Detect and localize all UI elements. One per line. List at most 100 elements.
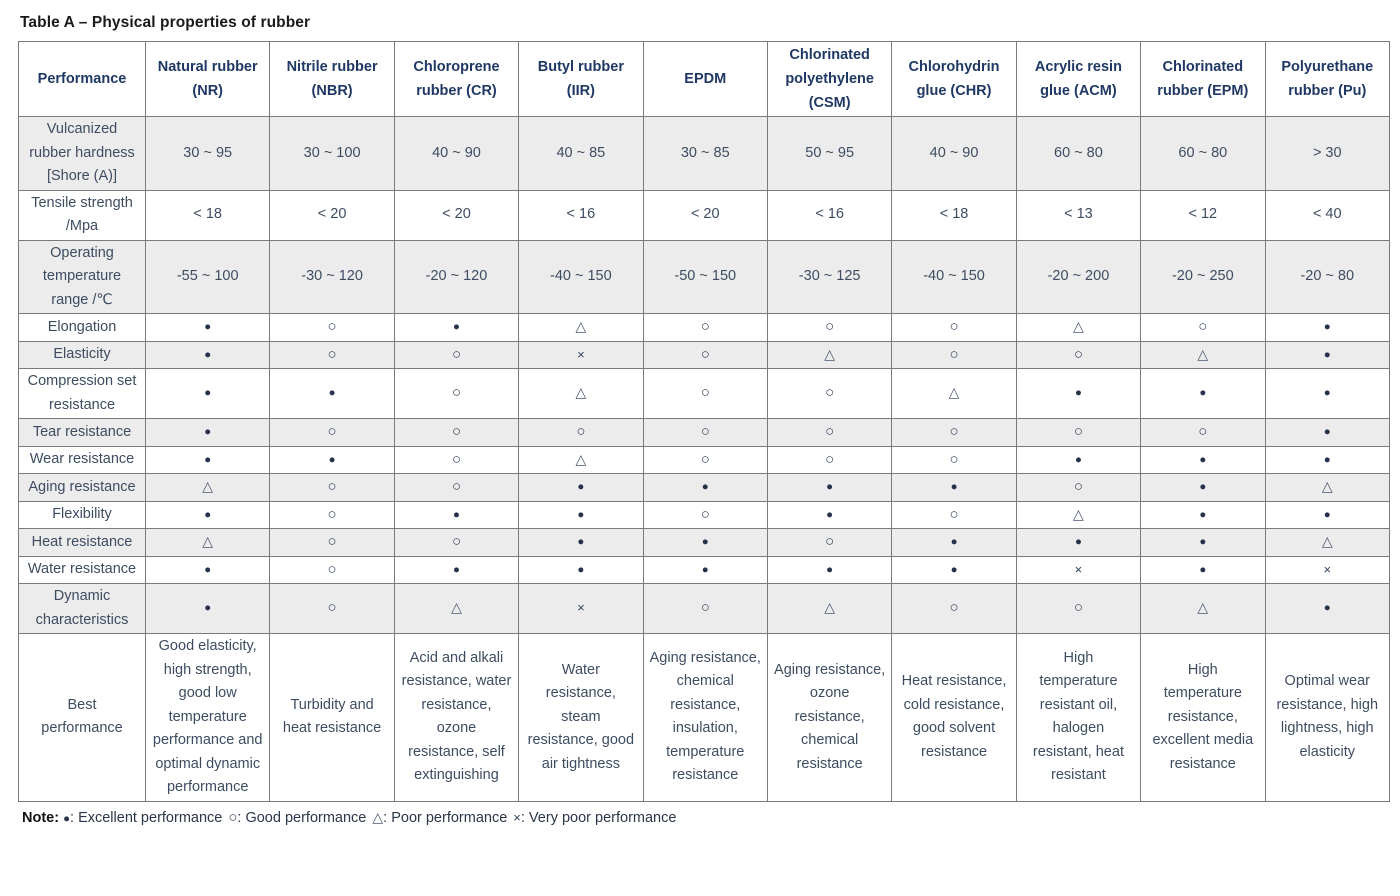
row-label: Aging resistance bbox=[18, 473, 146, 502]
good-symbol: ○ bbox=[700, 599, 710, 617]
very-poor-symbol: × bbox=[577, 600, 585, 616]
cell-value: ● bbox=[144, 500, 271, 529]
excellent-symbol: ● bbox=[701, 481, 709, 493]
excellent-symbol: ● bbox=[328, 387, 336, 400]
cell-value: Aging resistance, chemical resistance, i… bbox=[642, 633, 768, 802]
good-symbol: ○ bbox=[451, 478, 461, 495]
good-symbol: ○ bbox=[825, 384, 835, 402]
cell-value: △ bbox=[518, 313, 644, 342]
row-label: Vulcanized rubber hardness [Shore (A)] bbox=[18, 116, 146, 191]
cell-value: ● bbox=[891, 528, 1017, 557]
good-symbol: ○ bbox=[700, 345, 710, 363]
very-poor-symbol: × bbox=[577, 346, 585, 362]
cell-value: < 16 bbox=[518, 189, 644, 241]
cell-value: ● bbox=[518, 473, 644, 502]
good-symbol: ○ bbox=[1073, 423, 1083, 440]
cell-value: ○ bbox=[393, 340, 520, 369]
col-header: Chloroprene rubber (CR) bbox=[393, 41, 520, 117]
cell-value: -40 ~ 150 bbox=[518, 239, 644, 314]
cell-value: ○ bbox=[766, 528, 893, 557]
good-symbol: ○ bbox=[451, 345, 461, 363]
excellent-symbol: ● bbox=[1199, 453, 1207, 466]
cell-value: ● bbox=[144, 583, 271, 634]
cell-value: ● bbox=[1015, 445, 1142, 474]
cell-value: < 40 bbox=[1264, 189, 1391, 241]
table-row: Heat resistance △ ○ ○ ● ● ○ ● ● ● △ bbox=[18, 528, 1391, 557]
header-row: Performance Natural rubber (NR) Nitrile ru… bbox=[18, 41, 1391, 117]
cell-value: ○ bbox=[1140, 313, 1266, 342]
cell-value: < 13 bbox=[1015, 189, 1142, 241]
cell-value: ● bbox=[891, 473, 1017, 502]
excellent-symbol: ● bbox=[1199, 481, 1207, 493]
cell-value: △ bbox=[1140, 583, 1266, 634]
cell-value: ○ bbox=[269, 500, 395, 529]
cell-value: ○ bbox=[891, 418, 1017, 447]
row-label: Water resistance bbox=[18, 555, 146, 584]
cell-value: -20 ~ 250 bbox=[1140, 239, 1266, 314]
cell-value: ○ bbox=[269, 583, 395, 634]
cell-value: ○ bbox=[891, 583, 1017, 634]
cell-value: Turbidity and heat resistance bbox=[269, 633, 395, 802]
poor-symbol: △ bbox=[1321, 478, 1333, 494]
cell-value: ● bbox=[1015, 528, 1142, 557]
table-row: Tensile strength /Mpa < 18 < 20 < 20 < 16 < 2… bbox=[18, 189, 1391, 241]
cell-value: ○ bbox=[393, 418, 520, 447]
cell-value: ● bbox=[1140, 500, 1266, 529]
cell-value: ● bbox=[144, 340, 271, 369]
cell-value: High temperature resistant oil, halogen … bbox=[1015, 633, 1142, 802]
cell-value: ○ bbox=[269, 418, 395, 447]
poor-symbol: △ bbox=[372, 808, 384, 825]
excellent-symbol: ● bbox=[950, 563, 958, 576]
legend-item-text: : Good performance bbox=[237, 809, 367, 826]
poor-symbol: △ bbox=[575, 384, 587, 401]
cell-value: 60 ~ 80 bbox=[1015, 116, 1142, 191]
cell-value: △ bbox=[144, 528, 271, 557]
very-poor-symbol: × bbox=[1074, 561, 1083, 577]
excellent-symbol: ● bbox=[577, 536, 585, 548]
good-symbol: ○ bbox=[949, 505, 959, 523]
cell-value: -30 ~ 120 bbox=[269, 239, 395, 314]
cell-value: ● bbox=[393, 555, 520, 584]
excellent-symbol: ● bbox=[204, 387, 212, 400]
cell-value: △ bbox=[1015, 500, 1142, 529]
cell-value: High temperature resistance, excellent m… bbox=[1140, 633, 1266, 802]
good-symbol: ○ bbox=[700, 423, 710, 440]
good-symbol: ○ bbox=[1073, 345, 1083, 363]
col-header: Polyurethane rubber (Pu) bbox=[1264, 41, 1391, 117]
table-row: Flexibility ● ○ ● ● ○ ● ○ △ ● ● bbox=[18, 500, 1391, 529]
row-label: Tensile strength /Mpa bbox=[18, 189, 146, 241]
cell-value: × bbox=[518, 340, 644, 369]
cell-value: △ bbox=[891, 368, 1017, 419]
excellent-symbol: ● bbox=[1074, 536, 1082, 548]
good-symbol: ○ bbox=[949, 450, 959, 468]
cell-value: ○ bbox=[393, 473, 520, 502]
cell-value: × bbox=[518, 583, 644, 634]
excellent-symbol: ● bbox=[204, 321, 212, 333]
cell-value: Good elasticity, high strength, good low… bbox=[144, 633, 271, 802]
cell-value: ○ bbox=[891, 313, 1017, 342]
table-row: Water resistance ● ○ ● ● ● ● ● × ● × bbox=[18, 555, 1391, 584]
col-header: EPDM bbox=[642, 41, 768, 117]
cell-value: △ bbox=[1015, 313, 1142, 342]
cell-value: ○ bbox=[1015, 473, 1142, 502]
poor-symbol: △ bbox=[1321, 533, 1333, 549]
cell-value: 30 ~ 85 bbox=[642, 116, 768, 191]
cell-value: ○ bbox=[642, 583, 768, 634]
cell-value: ○ bbox=[642, 368, 768, 419]
cell-value: ○ bbox=[1015, 583, 1142, 634]
cell-value: △ bbox=[393, 583, 520, 634]
good-symbol: ○ bbox=[327, 318, 337, 335]
cell-value: 40 ~ 90 bbox=[393, 116, 520, 191]
table-row: Dynamic characteristics ● ○ △ × ○ △ ○ ○ △ ● bbox=[18, 583, 1391, 634]
excellent-symbol: ● bbox=[1323, 321, 1331, 333]
good-symbol: ○ bbox=[327, 345, 337, 363]
cell-value: ● bbox=[1140, 473, 1266, 502]
excellent-symbol: ● bbox=[1323, 602, 1331, 615]
row-label: Best performance bbox=[18, 633, 146, 802]
legend-item-text: : Poor performance bbox=[383, 809, 508, 826]
excellent-symbol: ● bbox=[701, 536, 709, 548]
row-label: Tear resistance bbox=[18, 418, 146, 447]
excellent-symbol: ● bbox=[1199, 508, 1207, 521]
good-symbol: ○ bbox=[1073, 478, 1083, 495]
table-row: Tear resistance ● ○ ○ ○ ○ ○ ○ ○ ○ ● bbox=[18, 418, 1391, 447]
